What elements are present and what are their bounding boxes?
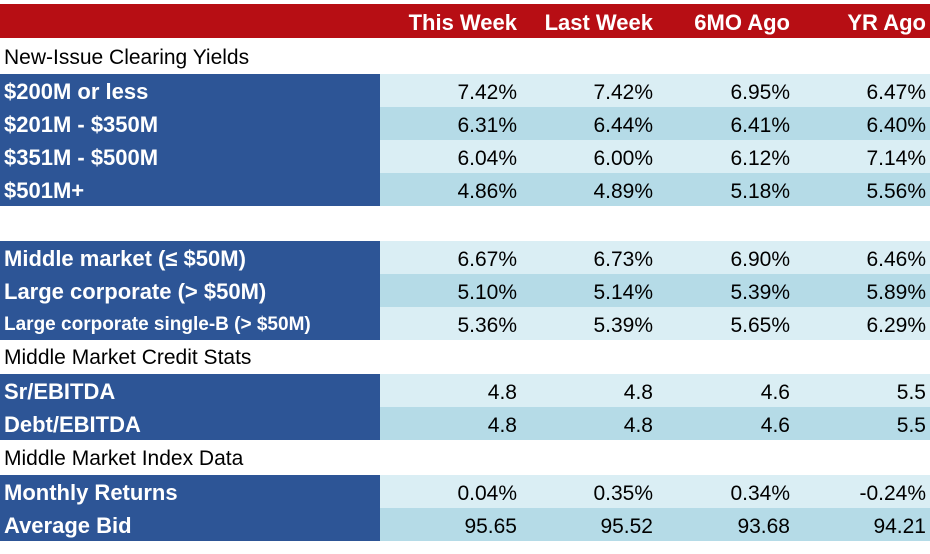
cell-last-week: 5.14% <box>593 281 653 304</box>
cell-last-week: 7.42% <box>593 81 653 104</box>
table-row: Sr/EBITDA 4.8 4.8 4.6 5.5 <box>0 374 930 407</box>
cell-last-week: 4.8 <box>623 414 653 437</box>
cell-last-week: 5.39% <box>593 314 653 337</box>
section-title-new-issue: New-Issue Clearing Yields <box>4 46 250 69</box>
row-label: $501M+ <box>0 173 380 206</box>
table-row: $201M - $350M 6.31% 6.44% 6.41% 6.40% <box>0 107 930 140</box>
row-label: $351M - $500M <box>0 140 380 173</box>
column-header-this-week: This Week <box>408 10 517 35</box>
cell-yr-ago: 5.5 <box>896 381 926 404</box>
cell-yr-ago: 6.40% <box>866 114 926 137</box>
cell-this-week: 4.86% <box>457 180 517 203</box>
cell-yr-ago: -0.24% <box>859 482 926 505</box>
table-row: Debt/EBITDA 4.8 4.8 4.6 5.5 <box>0 407 930 440</box>
row-label: Average Bid <box>0 508 380 541</box>
cell-yr-ago: 7.14% <box>866 147 926 170</box>
cell-6mo-ago: 5.18% <box>730 180 790 203</box>
column-header-yr-ago: YR Ago <box>847 10 926 35</box>
row-label: Debt/EBITDA <box>0 407 380 440</box>
cell-6mo-ago: 6.95% <box>730 81 790 104</box>
cell-this-week: 0.04% <box>457 482 517 505</box>
cell-last-week: 95.52 <box>600 515 653 538</box>
cell-yr-ago: 5.89% <box>866 281 926 304</box>
table-row: Monthly Returns 0.04% 0.35% 0.34% -0.24% <box>0 475 930 508</box>
row-label: Sr/EBITDA <box>0 374 380 407</box>
cell-this-week: 5.36% <box>457 314 517 337</box>
cell-6mo-ago: 4.6 <box>760 381 790 404</box>
row-label: $200M or less <box>0 74 380 107</box>
cell-yr-ago: 5.5 <box>896 414 926 437</box>
cell-this-week: 6.67% <box>457 248 517 271</box>
table-row: Middle market (≤ $50M) 6.67% 6.73% 6.90%… <box>0 241 930 274</box>
cell-this-week: 4.8 <box>487 381 517 404</box>
cell-this-week: 95.65 <box>464 515 517 538</box>
cell-this-week: 4.8 <box>487 414 517 437</box>
cell-6mo-ago: 5.39% <box>730 281 790 304</box>
row-label: Middle market (≤ $50M) <box>0 241 380 274</box>
table-row: $200M or less 7.42% 7.42% 6.95% 6.47% <box>0 74 930 107</box>
row-label: $201M - $350M <box>0 107 380 140</box>
cell-last-week: 6.44% <box>593 114 653 137</box>
cell-last-week: 0.35% <box>593 482 653 505</box>
cell-6mo-ago: 6.90% <box>730 248 790 271</box>
cell-last-week: 4.8 <box>623 381 653 404</box>
table-row: $351M - $500M 6.04% 6.00% 6.12% 7.14% <box>0 140 930 173</box>
cell-yr-ago: 5.56% <box>866 180 926 203</box>
cell-6mo-ago: 0.34% <box>730 482 790 505</box>
row-label: Large corporate single-B (> $50M) <box>0 307 380 340</box>
table-row: Average Bid 95.65 95.52 93.68 94.21 <box>0 508 930 541</box>
table-row: Large corporate single-B (> $50M) 5.36% … <box>0 307 930 340</box>
cell-6mo-ago: 5.65% <box>730 314 790 337</box>
cell-last-week: 6.00% <box>593 147 653 170</box>
cell-last-week: 6.73% <box>593 248 653 271</box>
section-title-credit-stats: Middle Market Credit Stats <box>4 346 252 369</box>
cell-6mo-ago: 93.68 <box>737 515 790 538</box>
cell-yr-ago: 94.21 <box>873 515 926 538</box>
cell-yr-ago: 6.29% <box>866 314 926 337</box>
cell-this-week: 6.31% <box>457 114 517 137</box>
row-label: Large corporate (> $50M) <box>0 274 380 307</box>
cell-this-week: 7.42% <box>457 81 517 104</box>
cell-last-week: 4.89% <box>593 180 653 203</box>
table-header: This Week Last Week 6MO Ago YR Ago <box>0 4 930 38</box>
cell-6mo-ago: 6.12% <box>730 147 790 170</box>
cell-this-week: 6.04% <box>457 147 517 170</box>
table-row: Large corporate (> $50M) 5.10% 5.14% 5.3… <box>0 274 930 307</box>
table-row: $501M+ 4.86% 4.89% 5.18% 5.56% <box>0 173 930 206</box>
cell-6mo-ago: 6.41% <box>730 114 790 137</box>
cell-yr-ago: 6.47% <box>866 81 926 104</box>
cell-this-week: 5.10% <box>457 281 517 304</box>
column-header-6mo-ago: 6MO Ago <box>694 10 790 35</box>
cell-yr-ago: 6.46% <box>866 248 926 271</box>
row-label: Monthly Returns <box>0 475 380 508</box>
section-title-index-data: Middle Market Index Data <box>4 447 244 470</box>
column-header-last-week: Last Week <box>544 10 653 35</box>
cell-6mo-ago: 4.6 <box>760 414 790 437</box>
